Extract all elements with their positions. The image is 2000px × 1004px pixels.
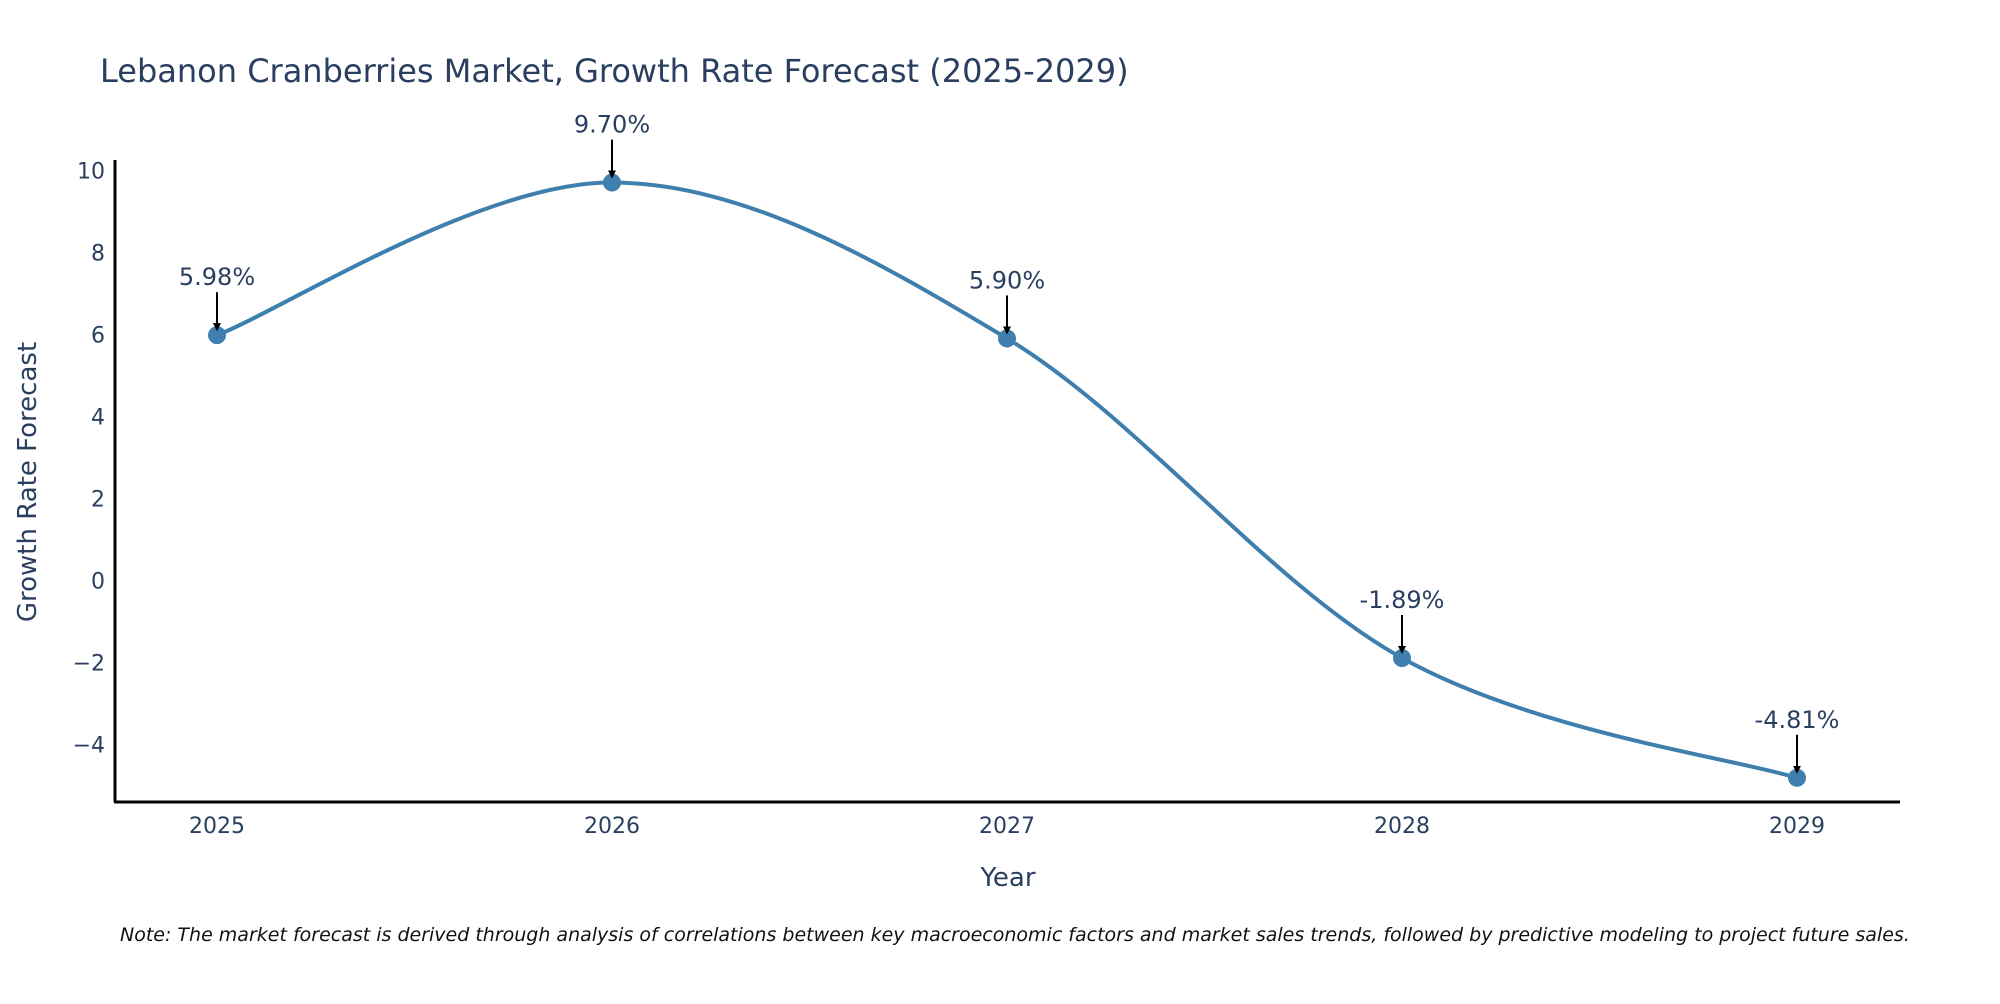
y-axis-title: Growth Rate Forecast (13, 342, 43, 622)
y-tick-label: 2 (91, 487, 105, 512)
x-tick-label: 2028 (1374, 814, 1430, 839)
y-tick-label: 8 (91, 241, 105, 266)
data-label: 5.90% (969, 266, 1045, 294)
y-tick-label: 0 (91, 569, 105, 594)
data-point-markers (208, 173, 1806, 787)
data-label-annotations: 5.98% 9.70% 5.90% -1.89% -4.81% (179, 111, 1840, 774)
data-label: 5.98% (179, 263, 255, 291)
x-tick-label: 2029 (1769, 814, 1825, 839)
data-label: 9.70% (574, 111, 650, 139)
data-point-marker (1393, 649, 1411, 668)
y-axis-ticks: 10 8 6 4 2 0 −2 −4 (73, 159, 105, 758)
data-point-marker (1788, 768, 1806, 787)
data-point-marker (603, 173, 621, 192)
y-tick-label: −2 (73, 652, 105, 677)
x-tick-label: 2027 (979, 814, 1035, 839)
forecast-note: Note: The market forecast is derived thr… (120, 924, 1910, 946)
data-label: -4.81% (1755, 706, 1840, 734)
y-tick-label: 6 (91, 323, 105, 348)
x-axis-ticks: 2025 2026 2027 2028 2029 (189, 814, 1825, 839)
data-label: -1.89% (1360, 586, 1445, 614)
y-tick-label: 10 (77, 159, 105, 184)
y-tick-label: 4 (91, 405, 105, 430)
x-tick-label: 2026 (584, 814, 640, 839)
data-point-marker (208, 326, 226, 345)
x-axis-title: Year (979, 863, 1035, 893)
chart-title: Lebanon Cranberries Market, Growth Rate … (100, 52, 1129, 90)
x-tick-label: 2025 (189, 814, 245, 839)
y-tick-label: −4 (73, 734, 105, 759)
data-point-marker (998, 329, 1016, 348)
